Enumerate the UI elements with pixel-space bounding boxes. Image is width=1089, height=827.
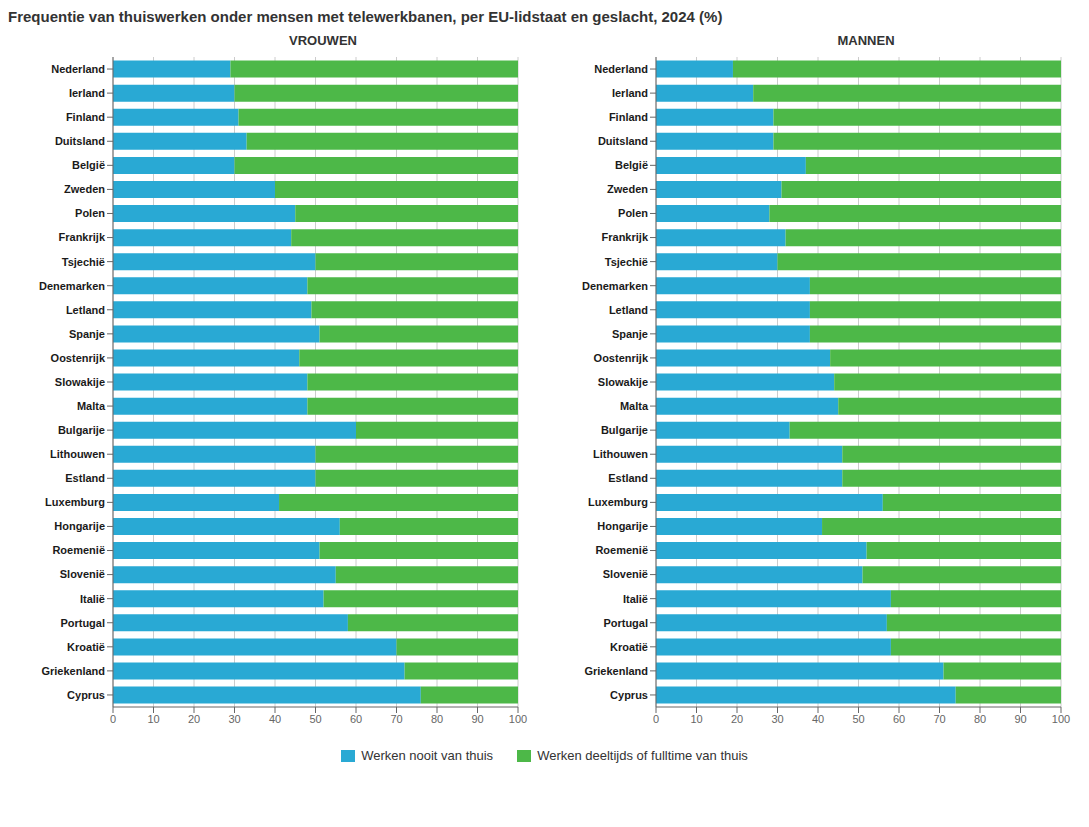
svg-text:Tsjechië: Tsjechië xyxy=(605,256,648,268)
svg-text:Finland: Finland xyxy=(609,111,648,123)
svg-text:Ierland: Ierland xyxy=(612,87,648,99)
svg-text:Estland: Estland xyxy=(608,472,648,484)
svg-text:Duitsland: Duitsland xyxy=(55,135,105,147)
svg-text:20: 20 xyxy=(188,713,200,725)
svg-text:Duitsland: Duitsland xyxy=(598,135,648,147)
svg-text:Lithouwen: Lithouwen xyxy=(593,448,648,460)
svg-text:70: 70 xyxy=(390,713,402,725)
svg-text:100: 100 xyxy=(509,713,527,725)
svg-text:Letland: Letland xyxy=(66,304,105,316)
svg-text:0: 0 xyxy=(110,713,116,725)
svg-text:Hongarije: Hongarije xyxy=(597,520,648,532)
svg-text:Cyprus: Cyprus xyxy=(610,689,648,701)
svg-text:Lithouwen: Lithouwen xyxy=(50,448,105,460)
svg-text:Finland: Finland xyxy=(66,111,105,123)
svg-text:100: 100 xyxy=(1052,713,1070,725)
svg-text:Tsjechië: Tsjechië xyxy=(62,256,105,268)
svg-text:Polen: Polen xyxy=(618,207,648,219)
svg-text:Oostenrijk: Oostenrijk xyxy=(51,352,106,364)
svg-text:Slovenië: Slovenië xyxy=(60,568,105,580)
svg-text:Roemenië: Roemenië xyxy=(52,544,105,556)
svg-text:Slowakije: Slowakije xyxy=(55,376,105,388)
svg-text:Italië: Italië xyxy=(80,593,105,605)
svg-text:Kroatië: Kroatië xyxy=(610,641,648,653)
html-text:Frequentie van thuiswerken ond: Frequentie van thuiswerken onder mensen … xyxy=(8,8,723,25)
svg-text:België: België xyxy=(615,159,648,171)
svg-text:Italië: Italië xyxy=(623,593,648,605)
html-text:MANNEN: MANNEN xyxy=(837,33,895,48)
svg-text:10: 10 xyxy=(147,713,159,725)
svg-text:Ierland: Ierland xyxy=(69,87,105,99)
svg-text:Spanje: Spanje xyxy=(69,328,105,340)
svg-text:60: 60 xyxy=(350,713,362,725)
svg-text:Griekenland: Griekenland xyxy=(584,665,648,677)
svg-text:Denemarken: Denemarken xyxy=(582,280,648,292)
svg-text:80: 80 xyxy=(974,713,986,725)
svg-text:Nederland: Nederland xyxy=(51,63,105,75)
svg-text:70: 70 xyxy=(933,713,945,725)
svg-text:Bulgarije: Bulgarije xyxy=(601,424,648,436)
svg-text:Polen: Polen xyxy=(75,207,105,219)
svg-text:Bulgarije: Bulgarije xyxy=(58,424,105,436)
svg-text:30: 30 xyxy=(228,713,240,725)
svg-text:90: 90 xyxy=(471,713,483,725)
svg-text:Luxemburg: Luxemburg xyxy=(45,496,105,508)
svg-text:Cyprus: Cyprus xyxy=(67,689,105,701)
svg-text:50: 50 xyxy=(309,713,321,725)
svg-text:Kroatië: Kroatië xyxy=(67,641,105,653)
svg-text:Zweden: Zweden xyxy=(64,183,105,195)
svg-text:Portugal: Portugal xyxy=(603,617,648,629)
svg-text:Frankrijk: Frankrijk xyxy=(59,231,106,243)
svg-text:90: 90 xyxy=(1014,713,1026,725)
svg-text:20: 20 xyxy=(731,713,743,725)
svg-text:Letland: Letland xyxy=(609,304,648,316)
svg-text:Portugal: Portugal xyxy=(60,617,105,629)
html-text:VROUWEN: VROUWEN xyxy=(289,33,357,48)
svg-text:Oostenrijk: Oostenrijk xyxy=(594,352,649,364)
svg-text:Frankrijk: Frankrijk xyxy=(602,231,649,243)
svg-text:Roemenië: Roemenië xyxy=(595,544,648,556)
svg-text:België: België xyxy=(72,159,105,171)
svg-text:30: 30 xyxy=(771,713,783,725)
svg-text:Spanje: Spanje xyxy=(612,328,648,340)
html-text:Werken nooit van thuis: Werken nooit van thuis xyxy=(361,748,494,763)
svg-text:Nederland: Nederland xyxy=(594,63,648,75)
svg-text:Slovenië: Slovenië xyxy=(603,568,648,580)
svg-text:0: 0 xyxy=(653,713,659,725)
svg-text:Slowakije: Slowakije xyxy=(598,376,648,388)
svg-text:Hongarije: Hongarije xyxy=(54,520,105,532)
svg-text:Denemarken: Denemarken xyxy=(39,280,105,292)
svg-text:40: 40 xyxy=(269,713,281,725)
svg-text:Malta: Malta xyxy=(77,400,106,412)
svg-text:50: 50 xyxy=(852,713,864,725)
svg-text:Luxemburg: Luxemburg xyxy=(588,496,648,508)
svg-text:Zweden: Zweden xyxy=(607,183,648,195)
svg-text:Estland: Estland xyxy=(65,472,105,484)
svg-text:40: 40 xyxy=(812,713,824,725)
html-text:Werken deeltijds of fulltime v: Werken deeltijds of fulltime van thuis xyxy=(537,748,748,763)
svg-text:Malta: Malta xyxy=(620,400,649,412)
svg-text:Griekenland: Griekenland xyxy=(41,665,105,677)
svg-text:60: 60 xyxy=(893,713,905,725)
svg-text:10: 10 xyxy=(690,713,702,725)
svg-text:80: 80 xyxy=(431,713,443,725)
